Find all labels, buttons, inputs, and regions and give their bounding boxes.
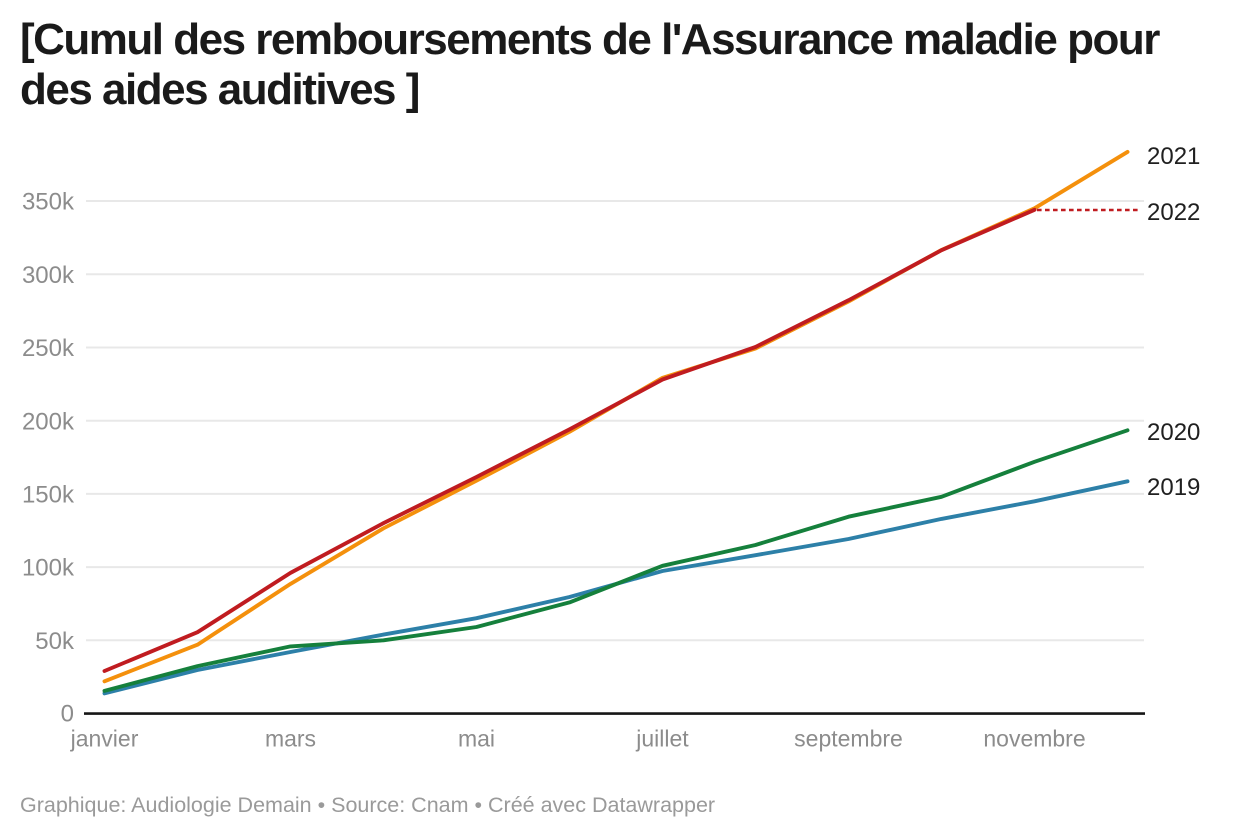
svg-text:200k: 200k bbox=[22, 408, 75, 435]
svg-text:mai: mai bbox=[458, 726, 495, 752]
svg-text:100k: 100k bbox=[22, 555, 75, 582]
svg-text:2022: 2022 bbox=[1147, 199, 1200, 226]
svg-text:2021: 2021 bbox=[1147, 143, 1200, 170]
svg-text:2020: 2020 bbox=[1147, 419, 1200, 446]
svg-text:mars: mars bbox=[265, 726, 316, 752]
svg-text:0: 0 bbox=[61, 701, 74, 728]
svg-text:janvier: janvier bbox=[70, 726, 139, 752]
svg-text:septembre: septembre bbox=[794, 726, 903, 752]
svg-text:350k: 350k bbox=[22, 189, 75, 216]
svg-text:2019: 2019 bbox=[1147, 474, 1200, 501]
svg-text:250k: 250k bbox=[22, 335, 75, 362]
svg-text:novembre: novembre bbox=[983, 726, 1085, 752]
svg-text:juillet: juillet bbox=[635, 726, 689, 752]
svg-text:50k: 50k bbox=[35, 628, 75, 655]
svg-text:150k: 150k bbox=[22, 482, 75, 509]
svg-text:300k: 300k bbox=[22, 262, 75, 289]
